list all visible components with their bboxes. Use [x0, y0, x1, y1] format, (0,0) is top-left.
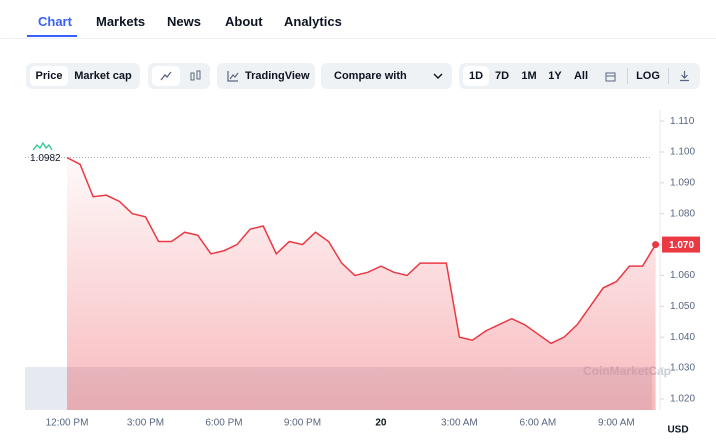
y-tick-label: 1.020 — [670, 394, 695, 405]
tab[interactable]: News — [167, 14, 201, 29]
divider — [0, 38, 716, 39]
y-unit: USD — [667, 425, 688, 436]
tab[interactable]: Markets — [96, 14, 146, 29]
y-tick-label: 1.100 — [670, 147, 695, 158]
range-button[interactable]: All — [573, 70, 589, 82]
last-point — [652, 241, 660, 249]
y-tick-label: 1.050 — [670, 301, 695, 312]
range-button[interactable]: 1M — [521, 70, 537, 82]
range-button[interactable]: 1Y — [548, 70, 562, 82]
range-toggle: 1D 7D 1M 1Y All LOG — [459, 63, 700, 89]
current-price-label: 1.070 — [669, 240, 694, 251]
tradingview-label: TradingView — [245, 70, 310, 82]
price-area — [67, 157, 656, 410]
candle-chart-button[interactable] — [182, 66, 208, 86]
range-button[interactable]: 7D — [494, 70, 510, 82]
tab-underline — [27, 35, 77, 37]
x-tick-label: 9:00 PM — [284, 418, 321, 429]
price-line — [66, 156, 657, 345]
x-tick-label: 3:00 AM — [441, 418, 478, 429]
tab[interactable]: Chart — [38, 14, 72, 29]
separator — [668, 68, 669, 84]
tab[interactable]: Analytics — [284, 14, 342, 29]
current-price-badge — [662, 236, 700, 253]
log-button[interactable]: LOG — [636, 70, 660, 82]
open-price-label: 1.0982 — [30, 153, 61, 164]
download-button[interactable] — [679, 70, 690, 82]
x-tick-label: 3:00 PM — [127, 418, 164, 429]
y-tick-label: 1.040 — [670, 332, 695, 343]
price-button[interactable]: Price — [30, 66, 68, 86]
market-cap-button[interactable]: Market cap — [74, 70, 132, 82]
y-tick-label: 1.090 — [670, 177, 695, 188]
y-tick-label: 1.060 — [670, 270, 695, 281]
x-tick-label: 20 — [375, 418, 387, 429]
x-tick-label: 6:00 PM — [205, 418, 242, 429]
x-tick-label: 12:00 PM — [46, 418, 89, 429]
tradingview-button[interactable]: TradingView — [217, 63, 315, 89]
x-tick-label: 6:00 AM — [520, 418, 557, 429]
y-tick-label: 1.080 — [670, 208, 695, 219]
chevron — [433, 73, 443, 79]
y-tick-label: 1.110 — [670, 116, 695, 127]
compare-label: Compare with — [334, 70, 407, 82]
x-tick-label: 9:00 AM — [598, 418, 635, 429]
line-chart-button[interactable] — [152, 66, 180, 86]
calendar-button[interactable] — [605, 71, 616, 82]
separator — [627, 68, 628, 84]
metric-toggle: Price Market cap — [26, 63, 140, 89]
chart-style-toggle — [148, 63, 210, 89]
sparkle — [32, 141, 53, 151]
range-button[interactable]: 1D — [463, 66, 489, 86]
compare-dropdown[interactable]: Compare with — [321, 63, 452, 89]
icon — [227, 71, 239, 82]
tab[interactable]: About — [225, 14, 263, 29]
y-tick-label: 1.030 — [670, 363, 695, 374]
